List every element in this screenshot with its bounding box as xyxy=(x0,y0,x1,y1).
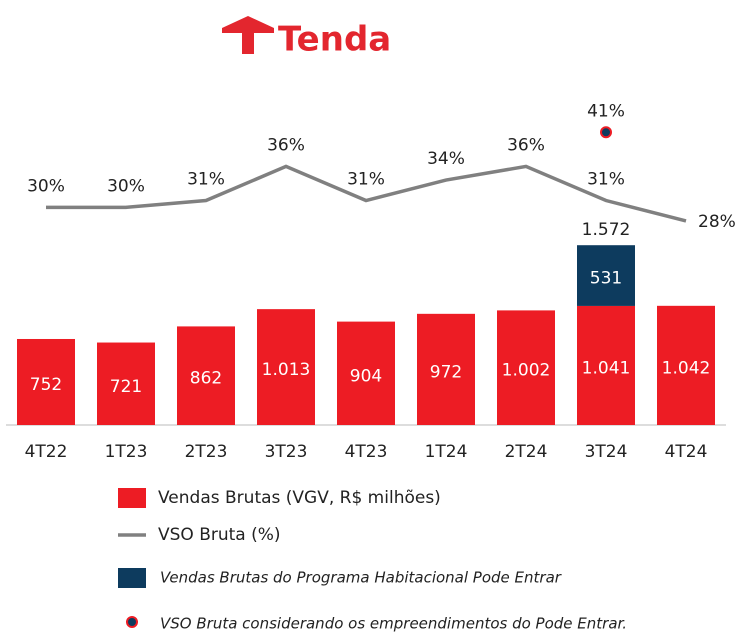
line-value-label: 34% xyxy=(427,149,465,169)
bar xyxy=(257,309,315,425)
line-value-label: 31% xyxy=(587,170,625,190)
logo-icon xyxy=(222,16,274,54)
bar xyxy=(417,313,475,425)
bar-value-label: 1.041 xyxy=(582,358,631,378)
legend-label: VSO Bruta considerando os empreendimento… xyxy=(160,615,627,633)
brand: Tenda xyxy=(278,20,391,60)
legend-swatch xyxy=(126,616,138,628)
bar xyxy=(17,338,75,425)
bar xyxy=(577,245,635,306)
x-tick-label: 3T23 xyxy=(265,442,308,462)
bar-value-label: 862 xyxy=(190,369,222,389)
total-label: 1.572 xyxy=(582,220,631,240)
dot-value-label: 41% xyxy=(587,101,625,121)
line-value-label: 31% xyxy=(347,170,385,190)
x-tick-label: 4T24 xyxy=(665,442,708,462)
bar-value-label: 721 xyxy=(110,377,142,397)
line-value-label: 31% xyxy=(187,170,225,190)
line-value-label: 28% xyxy=(698,212,736,232)
dot xyxy=(600,126,612,139)
x-tick-label: 3T24 xyxy=(585,442,628,462)
bar xyxy=(337,321,395,425)
bar-value-label: 904 xyxy=(350,366,382,386)
legend-swatch xyxy=(118,488,146,508)
line-value-label: 30% xyxy=(107,176,145,196)
x-tick-label: 1T24 xyxy=(425,442,468,462)
x-tick-label: 4T22 xyxy=(25,442,68,462)
legend-label: VSO Bruta (%) xyxy=(158,525,281,545)
x-tick-label: 2T23 xyxy=(185,442,228,462)
line-value-label: 36% xyxy=(267,135,305,155)
bar-value-label: 1.013 xyxy=(262,360,311,380)
bar-value-label: 1.042 xyxy=(662,358,711,378)
bar-value-label: 1.002 xyxy=(502,361,551,381)
line-value-label: 36% xyxy=(507,135,545,155)
bar xyxy=(97,342,155,425)
line-value-label: 30% xyxy=(27,176,65,196)
line xyxy=(46,164,687,223)
x-tick-label: 2T24 xyxy=(505,442,548,462)
x-tick-label: 4T23 xyxy=(345,442,388,462)
bar xyxy=(497,310,555,425)
bar-value-label: 752 xyxy=(30,375,62,395)
bar-value-label: 531 xyxy=(590,269,622,289)
x-tick-label: 1T23 xyxy=(105,442,148,462)
logo: Tenda xyxy=(222,16,391,60)
bar xyxy=(577,305,635,425)
bar xyxy=(657,305,715,425)
bar-value-label: 972 xyxy=(430,362,462,382)
legend-label: Vendas Brutas do Programa Habitacional P… xyxy=(160,569,562,587)
legend-label: Vendas Brutas (VGV, R$ milhões) xyxy=(158,488,441,508)
legend-swatch xyxy=(118,568,146,588)
bar xyxy=(177,326,235,425)
